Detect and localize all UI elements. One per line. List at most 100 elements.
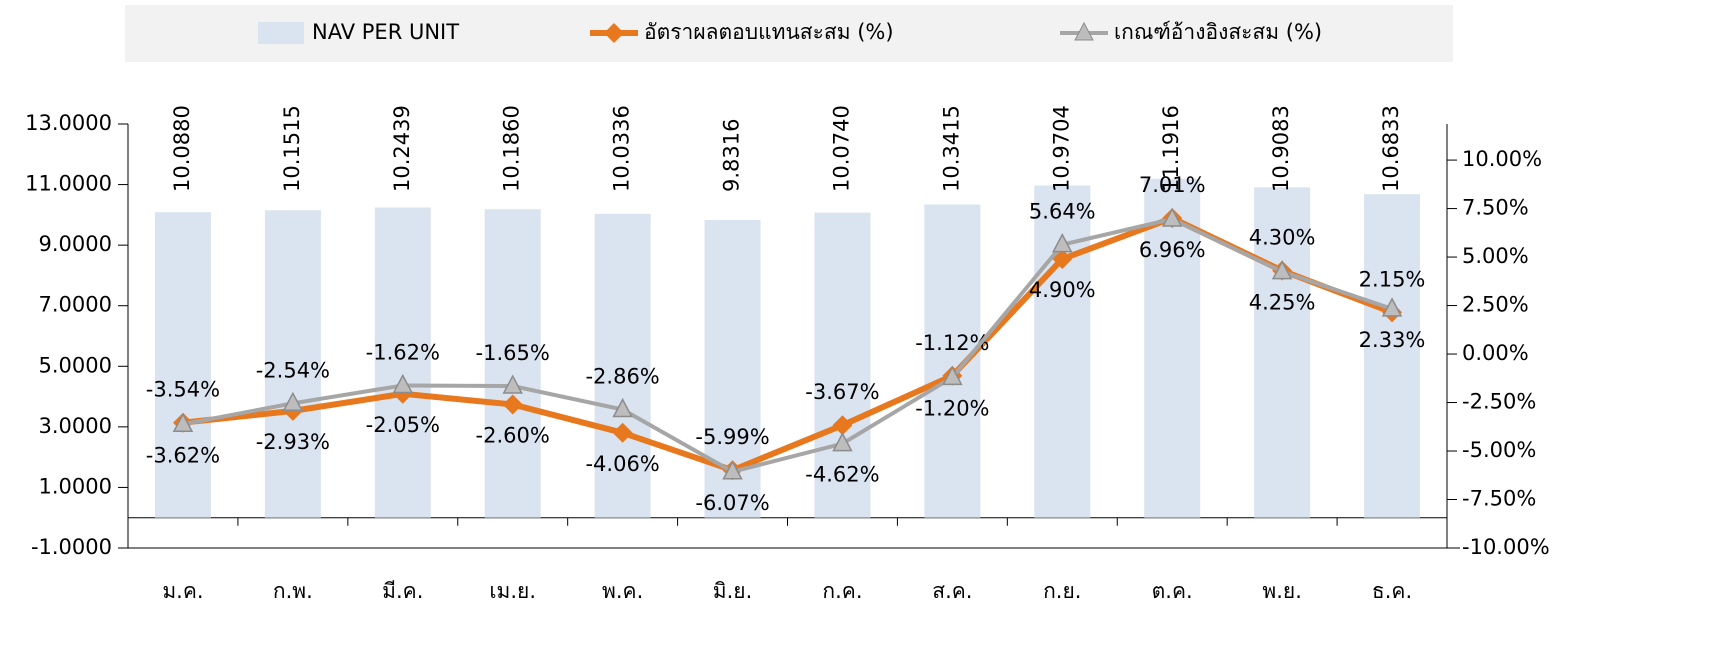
marker <box>1271 260 1293 280</box>
y2-tick-label: -7.50% <box>1462 487 1536 511</box>
y-tick-label: 5.0000 <box>39 353 112 377</box>
x-tick-label: มิ.ย. <box>713 579 753 603</box>
x-tick-label: มี.ค. <box>382 579 423 603</box>
bar-value-label: 10.0880 <box>170 105 194 192</box>
y-tick-label: 13.0000 <box>25 111 112 135</box>
data-label: -2.86% <box>585 365 659 389</box>
bar-value-label: 10.9083 <box>1269 105 1293 192</box>
marker <box>502 374 523 394</box>
data-label: 6.96% <box>1139 238 1206 262</box>
y-tick-label: 7.0000 <box>39 293 112 317</box>
marker <box>612 422 633 443</box>
data-label: -3.54% <box>146 378 220 402</box>
legend-marker <box>1074 21 1094 41</box>
marker <box>722 460 743 480</box>
data-label: 4.30% <box>1249 226 1316 250</box>
marker <box>1161 207 1183 227</box>
x-tick-label: ก.ค. <box>822 579 862 603</box>
data-label: -4.06% <box>585 452 659 476</box>
x-tick-label: พ.ย. <box>1262 579 1302 603</box>
legend-background <box>125 5 1453 62</box>
marker <box>1052 233 1073 253</box>
data-label: 2.15% <box>1359 267 1426 291</box>
marker <box>942 365 963 386</box>
bar-value-label: 10.1515 <box>280 105 304 192</box>
legend-label: เกณฑ์อ้างอิงสะสม (%) <box>1114 20 1322 44</box>
data-label: -4.62% <box>805 463 879 487</box>
x-tick-label: ส.ค. <box>932 579 972 603</box>
y2-tick-label: 5.00% <box>1462 244 1529 268</box>
bar <box>1364 194 1421 518</box>
bar-value-label: 10.2439 <box>390 105 414 192</box>
legend-label: NAV PER UNIT <box>312 20 459 44</box>
data-label: 4.90% <box>1029 278 1096 302</box>
bar-value-label: 10.3415 <box>939 105 963 192</box>
data-label: 2.33% <box>1359 328 1426 352</box>
x-tick-label: ก.พ. <box>273 579 313 603</box>
y2-tick-label: 2.50% <box>1462 293 1529 317</box>
y2-tick-label: 10.00% <box>1462 147 1542 171</box>
bar-value-label: 10.9704 <box>1049 105 1073 192</box>
data-label: 5.64% <box>1029 200 1096 224</box>
line <box>182 214 1394 474</box>
data-label: -3.62% <box>146 443 220 467</box>
marker <box>502 394 523 415</box>
data-label: 4.25% <box>1249 291 1316 315</box>
bar <box>924 204 981 518</box>
line <box>182 216 1393 474</box>
y-tick-label: 1.0000 <box>39 474 112 498</box>
data-label: -2.54% <box>256 358 330 382</box>
x-tick-label: พ.ค. <box>602 579 643 603</box>
marker <box>612 397 633 418</box>
data-label: -2.93% <box>256 430 330 454</box>
y-tick-label: 11.0000 <box>25 172 112 196</box>
bar <box>1254 187 1311 518</box>
bar <box>264 210 321 518</box>
x-tick-label: ธ.ค. <box>1372 579 1412 603</box>
data-label: -3.67% <box>805 380 879 404</box>
y2-tick-label: 7.50% <box>1462 196 1529 220</box>
y-tick-label: 3.0000 <box>39 414 112 438</box>
y2-tick-label: -5.00% <box>1462 438 1536 462</box>
bar-value-label: 10.1860 <box>500 105 524 192</box>
x-tick-label: ต.ค. <box>1152 579 1193 603</box>
data-label: -2.60% <box>476 423 550 447</box>
data-label: -6.07% <box>695 491 769 515</box>
marker <box>1381 297 1403 317</box>
bar <box>1144 178 1201 518</box>
data-label: -1.65% <box>476 341 550 365</box>
marker <box>172 412 194 433</box>
marker <box>1052 248 1073 269</box>
bar-value-label: 9.8316 <box>720 119 744 192</box>
bar-value-label: 10.0740 <box>829 105 853 192</box>
bar-value-label: 10.0336 <box>610 105 634 192</box>
bar-value-label: 11.1916 <box>1159 105 1183 192</box>
data-label: -5.99% <box>695 425 769 449</box>
y-tick-label: -1.0000 <box>31 535 112 559</box>
y2-tick-label: 0.00% <box>1462 341 1529 365</box>
y2-tick-label: -10.00% <box>1462 535 1550 559</box>
legend-swatch <box>258 22 304 44</box>
marker <box>832 432 853 452</box>
legend-label: อัตราผลตอบแทนสะสม (%) <box>644 20 894 44</box>
x-tick-label: เม.ย. <box>489 579 536 603</box>
bar <box>814 212 871 518</box>
data-label: -1.62% <box>366 340 440 364</box>
x-tick-label: ก.ย. <box>1043 579 1081 603</box>
bar <box>594 213 651 518</box>
legend-marker <box>604 23 624 43</box>
marker <box>282 391 304 412</box>
x-tick-label: ม.ค. <box>162 579 203 603</box>
bar <box>374 207 431 518</box>
marker <box>832 415 853 436</box>
data-label: 7.01% <box>1139 173 1206 197</box>
bar-value-label: 10.6833 <box>1379 105 1403 192</box>
data-label: -1.20% <box>915 396 989 420</box>
data-label: -2.05% <box>366 413 440 437</box>
bar <box>154 212 211 518</box>
marker <box>392 373 414 394</box>
y2-tick-label: -2.50% <box>1462 390 1536 414</box>
y-tick-label: 9.0000 <box>39 232 112 256</box>
data-label: -1.12% <box>915 331 989 355</box>
